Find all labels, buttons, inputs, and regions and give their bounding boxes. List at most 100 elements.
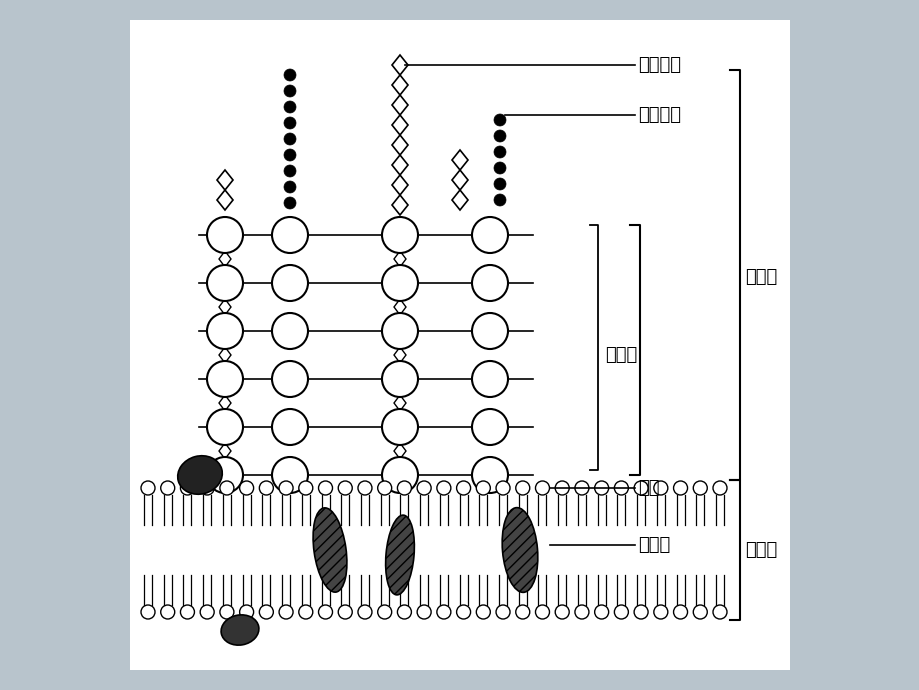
Circle shape [381,457,417,493]
Circle shape [161,605,175,619]
Circle shape [207,265,243,301]
Polygon shape [393,375,405,391]
Circle shape [207,313,243,349]
Circle shape [484,388,494,397]
Circle shape [239,605,254,619]
Polygon shape [219,415,231,431]
Circle shape [397,481,411,495]
Circle shape [200,605,214,619]
Circle shape [484,264,494,275]
Circle shape [285,286,295,295]
Circle shape [495,481,509,495]
Polygon shape [393,415,405,431]
Circle shape [285,291,295,302]
Circle shape [494,162,505,174]
Polygon shape [219,319,231,335]
Circle shape [693,481,707,495]
Polygon shape [393,271,405,287]
Circle shape [381,313,417,349]
Circle shape [338,481,352,495]
Circle shape [381,265,417,301]
Circle shape [484,333,494,344]
Circle shape [712,605,726,619]
Circle shape [378,605,391,619]
Polygon shape [393,299,405,315]
Circle shape [535,481,549,495]
Circle shape [285,382,295,391]
Circle shape [494,146,505,158]
Circle shape [416,605,431,619]
Circle shape [574,481,588,495]
Circle shape [259,481,273,495]
Circle shape [285,408,295,419]
Polygon shape [219,279,231,295]
Circle shape [381,409,417,445]
Circle shape [484,382,494,391]
Polygon shape [393,251,405,267]
Circle shape [285,244,295,253]
Circle shape [207,217,243,253]
Circle shape [437,481,450,495]
Circle shape [653,481,667,495]
Circle shape [285,339,295,350]
Circle shape [285,435,295,446]
Circle shape [318,605,332,619]
Polygon shape [219,327,231,343]
Circle shape [285,477,295,488]
Circle shape [285,457,295,466]
Circle shape [471,217,507,253]
Circle shape [200,481,214,495]
Circle shape [278,605,293,619]
Circle shape [284,165,296,177]
Polygon shape [451,170,468,190]
Circle shape [284,181,296,193]
Text: 膜磷壁酸: 膜磷壁酸 [637,56,680,74]
Circle shape [484,286,494,295]
Circle shape [614,481,628,495]
Circle shape [285,222,295,233]
Circle shape [220,605,233,619]
Circle shape [693,605,707,619]
Polygon shape [219,223,231,239]
Polygon shape [393,319,405,335]
Polygon shape [393,327,405,343]
Text: 肽聚糖: 肽聚糖 [605,346,637,364]
Circle shape [416,481,431,495]
Circle shape [476,605,490,619]
Circle shape [272,361,308,397]
Polygon shape [219,271,231,287]
Ellipse shape [312,508,346,592]
Circle shape [220,481,233,495]
Polygon shape [391,95,407,115]
Polygon shape [219,347,231,363]
Circle shape [272,313,308,349]
Circle shape [318,481,332,495]
Polygon shape [393,423,405,439]
Circle shape [484,319,494,328]
Circle shape [207,361,243,397]
Circle shape [285,313,295,322]
Polygon shape [391,115,407,135]
Circle shape [285,264,295,275]
Ellipse shape [177,456,222,494]
Circle shape [285,360,295,371]
Bar [130,20,789,670]
Circle shape [180,481,194,495]
Circle shape [207,457,243,493]
Circle shape [381,361,417,397]
Circle shape [272,409,308,445]
Circle shape [471,313,507,349]
Polygon shape [219,423,231,439]
Circle shape [484,435,494,446]
Circle shape [484,477,494,488]
Circle shape [484,408,494,419]
Circle shape [653,605,667,619]
Circle shape [712,481,726,495]
Circle shape [516,605,529,619]
Circle shape [471,265,507,301]
Circle shape [673,605,686,619]
Polygon shape [217,190,233,210]
Polygon shape [219,375,231,391]
Circle shape [471,409,507,445]
Circle shape [476,481,490,495]
